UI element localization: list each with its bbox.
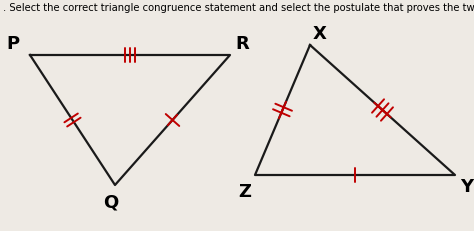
Text: R: R	[235, 35, 249, 53]
Text: P: P	[7, 35, 20, 53]
Text: Z: Z	[238, 183, 251, 201]
Text: X: X	[313, 25, 327, 43]
Text: Y: Y	[460, 178, 473, 196]
Text: . Select the correct triangle congruence statement and select the postulate that: . Select the correct triangle congruence…	[3, 3, 474, 13]
Text: Q: Q	[103, 193, 118, 211]
